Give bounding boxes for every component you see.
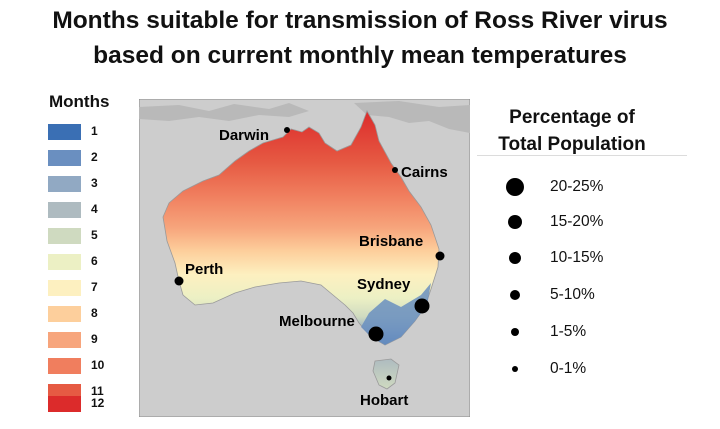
legend-swatch: [48, 228, 81, 244]
legend-label: 4: [91, 202, 98, 216]
population-legend-item: 0-1%: [477, 356, 687, 382]
city-label-cairns: Cairns: [401, 164, 448, 181]
legend-swatch: [48, 332, 81, 348]
city-marker-brisbane: [435, 251, 445, 261]
population-label: 10-15%: [550, 249, 604, 266]
population-dot: [510, 290, 520, 300]
population-label: 1-5%: [550, 323, 587, 340]
city-marker-sydney: [414, 298, 430, 314]
population-legend-item: 1-5%: [477, 319, 687, 345]
city-label-perth: Perth: [185, 261, 223, 278]
legend-swatch: [48, 176, 81, 192]
population-label: 20-25%: [550, 178, 604, 195]
population-legend: Percentage of Total Population 20-25% 15…: [477, 98, 687, 402]
population-dot: [511, 328, 519, 336]
island-outline: [139, 103, 309, 121]
legend-swatch: [48, 306, 81, 322]
legend-label: 2: [91, 150, 98, 164]
population-legend-item: 15-20%: [477, 209, 687, 235]
city-label-darwin: Darwin: [219, 127, 269, 144]
legend-label: 3: [91, 176, 98, 190]
legend-item: 7: [37, 278, 133, 298]
population-label: 0-1%: [550, 360, 587, 377]
legend-item: 5: [37, 226, 133, 246]
legend-swatch: [48, 150, 81, 166]
population-legend-divider: [477, 155, 687, 156]
title-line-2: based on current monthly mean temperatur…: [93, 42, 627, 69]
population-dot: [512, 366, 518, 372]
legend-label: 5: [91, 228, 98, 242]
population-legend-item: 5-10%: [477, 282, 687, 308]
legend-label: 11: [91, 384, 104, 398]
legend-item: 2: [37, 148, 133, 168]
legend-swatch: [48, 358, 81, 374]
population-legend-title-line-1: Percentage of: [509, 107, 635, 128]
months-legend-title: Months: [49, 92, 110, 111]
city-marker-hobart: [386, 375, 392, 381]
population-label: 15-20%: [550, 213, 604, 230]
city-marker-darwin: [284, 127, 290, 133]
city-label-melbourne: Melbourne: [279, 313, 355, 330]
legend-label: 1: [91, 124, 98, 138]
population-dot: [509, 252, 521, 264]
legend-swatch: [48, 254, 81, 270]
title-line-1: Months suitable for transmission of Ross…: [52, 7, 668, 34]
legend-item: 3: [37, 174, 133, 194]
city-marker-melbourne: [368, 326, 384, 342]
city-label-brisbane: Brisbane: [359, 233, 423, 250]
population-legend-item: 10-15%: [477, 245, 687, 271]
legend-label: 7: [91, 280, 98, 294]
legend-item: 4: [37, 200, 133, 220]
city-label-hobart: Hobart: [360, 392, 408, 409]
legend-item: 1: [37, 122, 133, 142]
legend-label: 12: [91, 396, 105, 410]
population-label: 5-10%: [550, 286, 595, 303]
population-legend-title-line-2: Total Population: [498, 134, 646, 155]
legend-item: 9: [37, 330, 133, 350]
months-legend: Months 1 2 3 4 5 6 7 8 9 10 11: [37, 88, 133, 423]
legend-swatch: [48, 124, 81, 140]
legend-swatch: [48, 396, 81, 412]
legend-item: 8: [37, 304, 133, 324]
legend-label: 6: [91, 254, 98, 268]
population-dot: [506, 178, 524, 196]
population-legend-item: 20-25%: [477, 174, 687, 200]
legend-swatch: [48, 202, 81, 218]
city-marker-cairns: [392, 167, 398, 173]
legend-item: 12: [37, 394, 133, 414]
legend-label: 8: [91, 306, 98, 320]
legend-item: 10: [37, 356, 133, 376]
city-label-sydney: Sydney: [357, 276, 411, 293]
legend-swatch: [48, 280, 81, 296]
tasmania-outline: [372, 358, 400, 390]
legend-label: 10: [91, 358, 105, 372]
population-dot: [508, 215, 522, 229]
legend-label: 9: [91, 332, 98, 346]
australia-map: Darwin Cairns Brisbane Perth Sydney Melb…: [139, 99, 470, 417]
legend-item: 6: [37, 252, 133, 272]
city-marker-perth: [174, 276, 184, 286]
island-outline: [354, 101, 470, 133]
